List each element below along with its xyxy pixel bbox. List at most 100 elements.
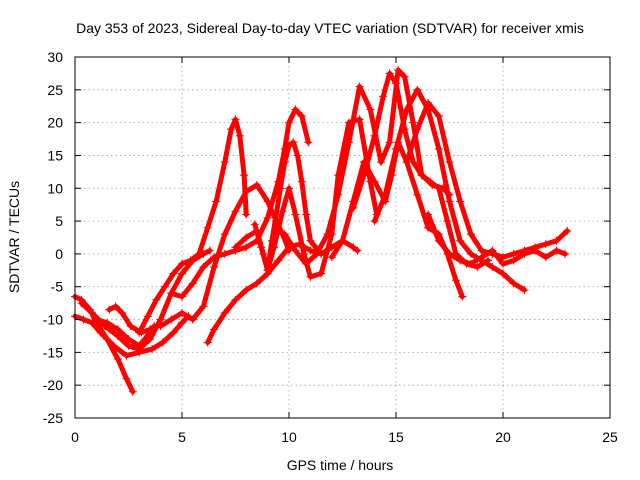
data-point bbox=[552, 236, 561, 245]
data-point bbox=[195, 249, 204, 258]
data-point bbox=[297, 177, 306, 186]
data-point bbox=[424, 98, 433, 107]
y-tick-label: 20 bbox=[47, 115, 63, 131]
data-point bbox=[210, 325, 219, 334]
data-point bbox=[128, 387, 137, 396]
data-point bbox=[257, 243, 266, 252]
data-point bbox=[122, 374, 131, 383]
data-point bbox=[252, 279, 261, 288]
data-point bbox=[158, 338, 167, 347]
series-line bbox=[136, 116, 249, 336]
data-point bbox=[299, 249, 308, 258]
data-point bbox=[231, 243, 240, 252]
data-point bbox=[541, 253, 550, 262]
data-point bbox=[445, 158, 454, 167]
data-point bbox=[366, 105, 375, 114]
data-point bbox=[205, 246, 214, 255]
data-point bbox=[124, 335, 133, 344]
data-point bbox=[443, 217, 452, 226]
y-tick-label: 25 bbox=[47, 82, 63, 98]
data-point bbox=[169, 269, 178, 278]
data-point bbox=[370, 217, 379, 226]
data-point bbox=[434, 112, 443, 121]
x-axis-label: GPS time / hours bbox=[287, 457, 394, 473]
data-point bbox=[344, 138, 353, 147]
data-point bbox=[88, 308, 97, 317]
data-point bbox=[466, 230, 475, 239]
data-point bbox=[178, 269, 186, 278]
series-line bbox=[205, 238, 360, 345]
data-point bbox=[235, 131, 244, 140]
data-point bbox=[466, 259, 475, 268]
data-point bbox=[199, 302, 208, 311]
data-point bbox=[306, 246, 315, 255]
data-point bbox=[456, 197, 465, 206]
data-point bbox=[400, 72, 409, 81]
data-point bbox=[349, 243, 358, 252]
data-point bbox=[370, 177, 379, 186]
data-point bbox=[231, 115, 240, 124]
data-point bbox=[143, 312, 152, 321]
data-point bbox=[385, 138, 394, 147]
data-point bbox=[434, 236, 443, 245]
data-point bbox=[220, 158, 229, 167]
data-point bbox=[156, 322, 165, 331]
data-point bbox=[402, 158, 411, 167]
data-point bbox=[263, 213, 272, 222]
data-point bbox=[456, 236, 465, 245]
data-point bbox=[413, 85, 422, 94]
data-point bbox=[188, 279, 197, 288]
data-point bbox=[302, 210, 311, 219]
data-point bbox=[334, 190, 343, 199]
data-point bbox=[338, 236, 347, 245]
data-point bbox=[88, 318, 97, 327]
data-point bbox=[434, 144, 443, 153]
data-point bbox=[231, 207, 240, 216]
y-tick-label: 10 bbox=[47, 180, 63, 196]
data-point bbox=[118, 308, 127, 317]
data-point bbox=[370, 131, 379, 140]
data-point bbox=[270, 243, 279, 252]
x-tick-label: 10 bbox=[281, 429, 297, 445]
data-point bbox=[424, 210, 433, 219]
data-point bbox=[520, 286, 529, 295]
data-point bbox=[413, 190, 422, 199]
series-line bbox=[350, 70, 491, 270]
series-track-6 bbox=[135, 115, 251, 337]
data-point bbox=[92, 315, 101, 324]
data-point bbox=[402, 105, 411, 114]
y-tick-label: -10 bbox=[43, 312, 63, 328]
data-point bbox=[178, 292, 186, 301]
data-point bbox=[178, 259, 186, 268]
data-point bbox=[285, 141, 293, 150]
data-point bbox=[473, 263, 482, 272]
data-point bbox=[434, 184, 443, 193]
y-tick-label: 5 bbox=[55, 213, 63, 229]
data-point bbox=[417, 171, 426, 180]
data-point bbox=[285, 184, 293, 193]
data-point bbox=[488, 263, 497, 272]
data-point bbox=[276, 184, 285, 193]
x-tick-label: 0 bbox=[71, 429, 79, 445]
data-point bbox=[297, 112, 306, 121]
data-point bbox=[278, 207, 287, 216]
data-point bbox=[242, 286, 251, 295]
data-point bbox=[210, 253, 219, 262]
y-tick-label: 15 bbox=[47, 147, 63, 163]
x-tick-label: 20 bbox=[495, 429, 511, 445]
data-point bbox=[135, 328, 144, 337]
data-point bbox=[109, 341, 118, 350]
x-tick-label: 25 bbox=[602, 429, 618, 445]
data-point bbox=[96, 328, 105, 337]
data-point bbox=[220, 308, 229, 317]
data-point bbox=[145, 325, 154, 334]
data-point bbox=[242, 210, 251, 219]
data-point bbox=[220, 230, 229, 239]
data-layer bbox=[71, 66, 572, 396]
series-track-15 bbox=[370, 85, 529, 295]
x-tick-label: 5 bbox=[178, 429, 186, 445]
data-point bbox=[186, 256, 195, 265]
plot-frame bbox=[74, 56, 611, 419]
data-point bbox=[520, 249, 529, 258]
